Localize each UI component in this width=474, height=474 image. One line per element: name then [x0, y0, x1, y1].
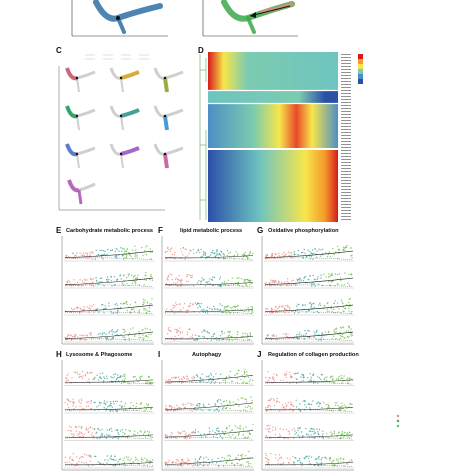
panel-j-title: Regulation of collagen production — [268, 352, 359, 358]
pseudotime-subplot — [264, 397, 354, 414]
pseudotime-subplot — [264, 272, 354, 289]
panel-e-label: E — [56, 226, 62, 235]
pseudotime-subplot — [164, 246, 254, 262]
panel-c-tile — [65, 105, 96, 131]
pseudotime-subplot — [264, 424, 354, 441]
panel-f-title: lipid metabolic process — [180, 228, 243, 234]
panel-b-arrow — [249, 5, 291, 17]
pseudotime-subplot — [64, 298, 154, 316]
panel-g-label: G — [257, 226, 264, 235]
pseudotime-subplot — [64, 370, 154, 386]
panel-c-tile — [65, 143, 96, 169]
panel-c-tile — [109, 67, 140, 93]
panel-c-tile — [153, 67, 184, 93]
pseudotime-subplot — [64, 425, 154, 441]
panel-c-label: C — [56, 46, 62, 55]
pseudotime-panel — [261, 360, 354, 471]
panel-c-tile — [65, 67, 96, 93]
pseudotime-subplot — [264, 325, 354, 343]
panel-j-label: J — [257, 350, 262, 359]
pseudotime-subplot — [164, 326, 254, 343]
pseudotime-subplot — [164, 423, 254, 441]
pseudotime-subplot — [264, 298, 354, 316]
panel-j-legend — [396, 414, 400, 428]
pseudotime-subplot — [64, 453, 154, 469]
pseudotime-subplot — [64, 271, 154, 289]
panel-h-label: H — [56, 350, 62, 359]
panel-e-title: Carbohydrate metabolic process — [66, 228, 154, 234]
heatmap-block-4 — [208, 150, 338, 222]
heatmap-block-1 — [208, 52, 338, 90]
pseudotime-subplot — [64, 245, 154, 262]
pseudotime-panel — [161, 236, 254, 345]
pseudotime-subplot — [264, 452, 354, 469]
panel-c-tile — [153, 143, 184, 169]
panel-f-label: F — [158, 226, 163, 235]
panel-c-tile — [109, 105, 140, 131]
panel-d-label: D — [198, 46, 204, 55]
pseudotime-subplot — [164, 273, 254, 289]
pseudotime-subplot — [164, 302, 254, 316]
pseudotime-panel — [261, 236, 354, 345]
panel-c-tile — [153, 105, 184, 131]
panel-d-heatmap — [199, 52, 363, 222]
heatmap-block-2 — [208, 91, 338, 103]
heatmap-block-3 — [208, 104, 338, 148]
panel-c-tile-bottom — [67, 179, 96, 205]
panel-i-label: I — [158, 350, 161, 359]
panel-h-title: Lysosome & Phagosome — [66, 352, 133, 358]
pseudotime-subplot — [164, 368, 254, 386]
heatmap-color-legend — [358, 54, 363, 84]
panel-ab-trajectories — [71, 0, 298, 37]
pseudotime-subplot — [64, 398, 154, 414]
panel-g-title: Oxidative phosphorylation — [268, 228, 339, 234]
pseudotime-panel — [61, 360, 154, 471]
pseudotime-subplot — [264, 371, 354, 386]
panel-i-title: Autophagy — [192, 352, 222, 358]
pseudotime-panel — [161, 360, 254, 471]
panel-c-tile — [109, 143, 140, 169]
pseudotime-subplot — [264, 245, 354, 262]
pseudotime-subplot — [164, 396, 254, 414]
pseudotime-subplot — [64, 327, 154, 343]
panel-c-cluster-trajectories — [58, 54, 184, 211]
pseudotime-panel — [61, 236, 154, 345]
pseudotime-subplot — [164, 450, 254, 469]
